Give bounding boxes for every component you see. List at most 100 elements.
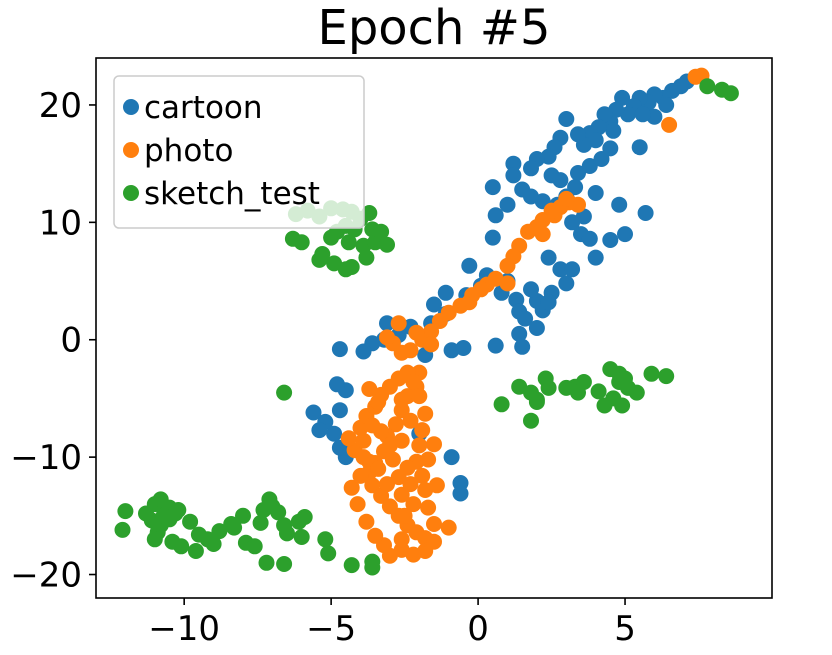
data-point-sketch_test	[276, 384, 293, 401]
data-point-cartoon	[528, 320, 545, 336]
data-point-cartoon	[487, 207, 504, 224]
data-point-cartoon	[514, 338, 531, 355]
data-point-sketch_test	[252, 514, 269, 531]
data-point-cartoon	[611, 196, 628, 213]
y-tick-label: 10	[39, 203, 82, 243]
data-point-sketch_test	[343, 557, 360, 574]
series-photo	[340, 67, 710, 564]
x-tick-label: −10	[148, 609, 220, 649]
data-point-sketch_test	[205, 536, 222, 552]
data-point-photo	[370, 460, 387, 477]
data-point-photo	[426, 516, 442, 532]
data-point-photo	[661, 116, 678, 133]
data-point-cartoon	[305, 404, 322, 421]
data-point-cartoon	[614, 89, 631, 106]
data-point-cartoon	[355, 343, 372, 360]
data-point-cartoon	[593, 151, 610, 167]
data-point-cartoon	[575, 208, 592, 225]
data-point-sketch_test	[258, 554, 275, 571]
data-point-sketch_test	[211, 523, 228, 540]
data-point-cartoon	[499, 196, 516, 213]
data-point-cartoon	[461, 257, 478, 274]
data-point-photo	[390, 315, 407, 332]
data-point-cartoon	[540, 294, 557, 311]
data-point-sketch_test	[146, 531, 163, 548]
data-point-sketch_test	[235, 507, 251, 524]
data-point-sketch_test	[528, 394, 545, 410]
data-point-sketch_test	[361, 205, 378, 221]
data-point-sketch_test	[722, 85, 739, 102]
data-point-cartoon	[455, 340, 472, 356]
data-point-photo	[367, 527, 384, 544]
data-point-cartoon	[634, 106, 651, 123]
data-point-photo	[431, 313, 448, 329]
data-point-photo	[417, 405, 434, 422]
data-point-cartoon	[514, 181, 531, 198]
data-point-sketch_test	[293, 529, 310, 545]
plot-area	[114, 67, 739, 576]
data-point-sketch_test	[537, 370, 554, 387]
data-point-photo	[461, 294, 478, 311]
data-point-cartoon	[564, 261, 581, 278]
axes: −10 −5 0 5 −20 −10 0 10 20	[10, 57, 773, 649]
data-point-photo	[420, 451, 437, 468]
data-point-sketch_test	[182, 513, 199, 530]
data-point-photo	[499, 275, 516, 292]
x-tick-label: 5	[614, 609, 636, 649]
legend-label-photo: photo	[144, 133, 233, 169]
data-point-sketch_test	[293, 234, 310, 251]
data-point-sketch_test	[511, 378, 528, 395]
data-point-photo	[399, 459, 416, 476]
data-point-cartoon	[602, 232, 619, 248]
data-point-sketch_test	[317, 531, 334, 548]
data-point-photo	[343, 479, 360, 496]
data-point-sketch_test	[590, 383, 607, 400]
data-point-cartoon	[540, 249, 557, 266]
data-point-cartoon	[523, 160, 539, 177]
data-point-cartoon	[564, 214, 581, 231]
data-point-sketch_test	[270, 504, 287, 521]
data-point-cartoon	[605, 122, 622, 139]
data-point-sketch_test	[279, 525, 295, 542]
data-point-photo	[499, 257, 516, 274]
data-point-photo	[358, 513, 375, 530]
data-point-sketch_test	[699, 78, 716, 95]
data-point-photo	[370, 394, 387, 410]
data-point-cartoon	[558, 111, 575, 127]
data-point-photo	[440, 519, 457, 536]
data-point-cartoon	[331, 402, 348, 419]
data-point-photo	[405, 496, 422, 513]
data-point-sketch_test	[523, 412, 539, 429]
x-tick-label: 0	[467, 609, 489, 649]
data-point-photo	[364, 477, 381, 494]
data-point-sketch_test	[658, 368, 675, 385]
data-point-photo	[534, 226, 551, 243]
data-point-sketch_test	[358, 249, 375, 266]
data-point-sketch_test	[643, 365, 660, 382]
data-point-sketch_test	[167, 505, 184, 522]
data-point-photo	[340, 430, 357, 447]
data-point-photo	[402, 476, 419, 493]
data-point-cartoon	[658, 97, 675, 113]
data-point-cartoon	[581, 158, 598, 174]
data-point-sketch_test	[276, 556, 293, 572]
data-point-cartoon	[505, 167, 522, 184]
data-point-cartoon	[602, 140, 619, 157]
data-point-photo	[402, 412, 419, 429]
data-point-sketch_test	[246, 538, 263, 555]
data-point-cartoon	[596, 106, 613, 123]
legend-marker-sketch_test	[123, 185, 139, 201]
data-point-photo	[373, 487, 390, 504]
data-point-sketch_test	[226, 519, 243, 536]
y-tick-label: 0	[60, 321, 82, 361]
data-point-cartoon	[617, 226, 633, 243]
x-tick-label: −5	[306, 609, 356, 649]
data-point-cartoon	[311, 422, 328, 439]
data-point-photo	[393, 531, 410, 548]
data-point-photo	[426, 436, 442, 453]
data-point-sketch_test	[114, 521, 131, 538]
data-point-cartoon	[587, 185, 604, 201]
data-point-cartoon	[587, 249, 604, 266]
data-point-sketch_test	[343, 259, 360, 275]
